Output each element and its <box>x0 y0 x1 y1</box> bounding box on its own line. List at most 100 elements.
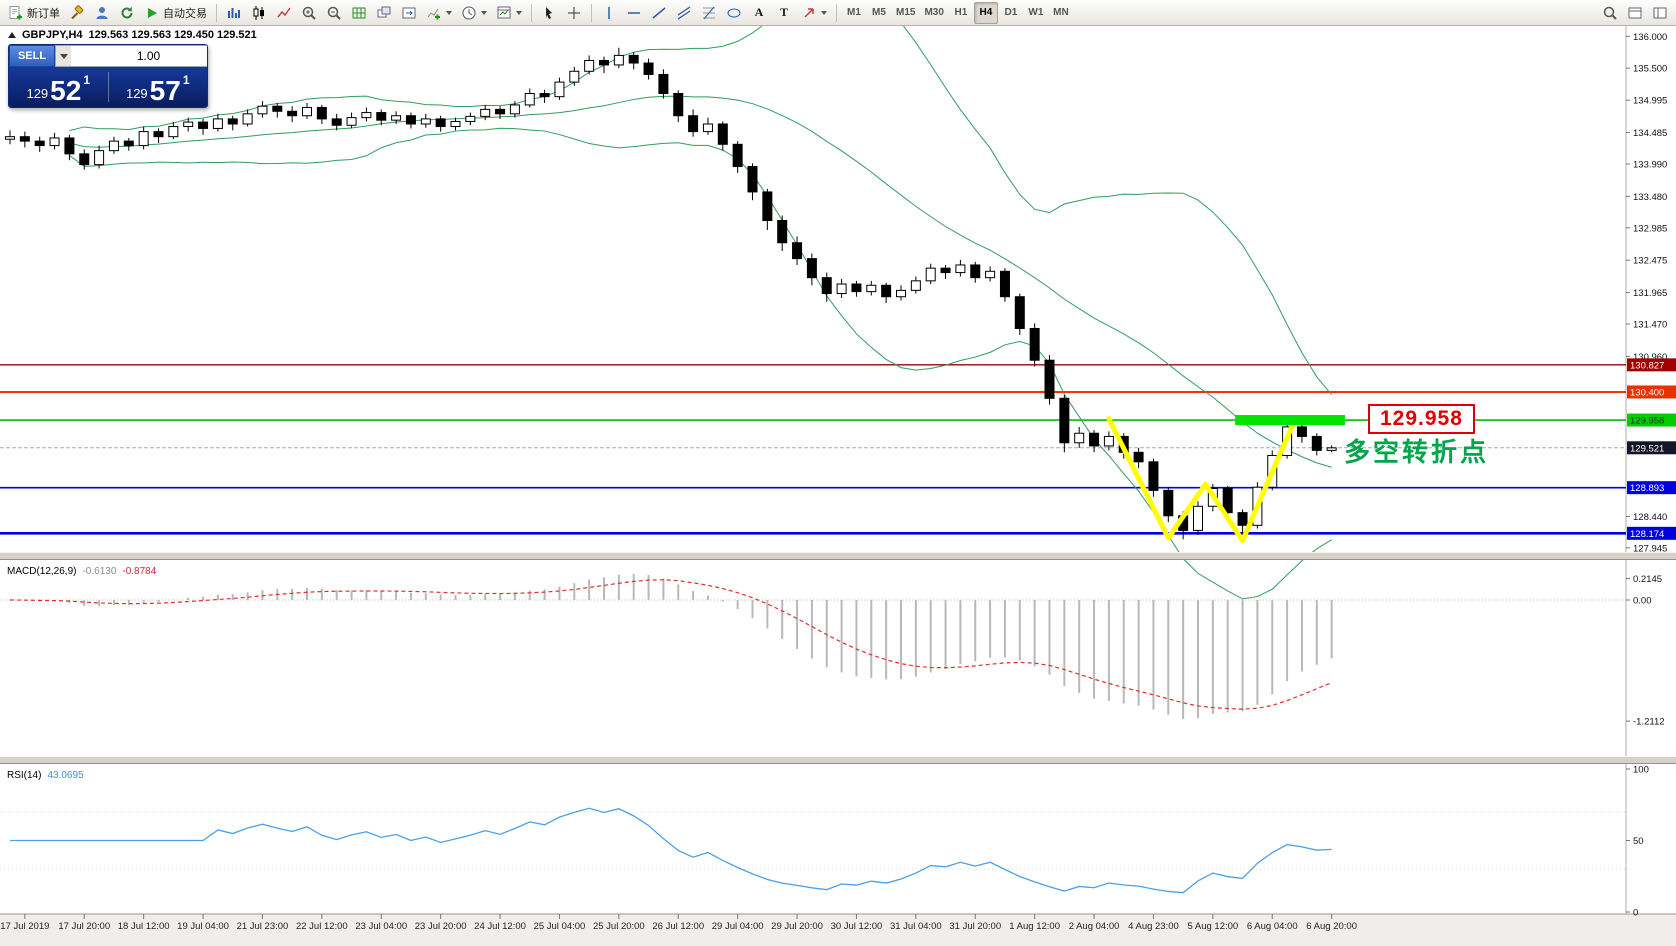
candlestick-chart-button[interactable] <box>247 2 271 24</box>
macd-signal-value: -0.8784 <box>122 566 157 577</box>
svg-text:133.990: 133.990 <box>1633 159 1667 170</box>
chart-shift-button[interactable] <box>397 2 421 24</box>
svg-text:25 Jul 20:00: 25 Jul 20:00 <box>593 921 645 932</box>
rsi-label: RSI(14) 43.0695 <box>7 770 84 781</box>
trade-panel-prices: 129 52 1 129 57 1 <box>9 67 207 107</box>
svg-text:6 Aug 04:00: 6 Aug 04:00 <box>1247 921 1298 932</box>
arrow-objects-icon <box>801 5 817 21</box>
new-order-button[interactable]: 新订单 <box>4 2 64 24</box>
svg-text:17 Jul 2019: 17 Jul 2019 <box>0 921 49 932</box>
channel-button[interactable] <box>672 2 696 24</box>
sell-button[interactable]: SELL <box>9 45 55 67</box>
svg-text:29 Jul 20:00: 29 Jul 20:00 <box>771 921 823 932</box>
zoom-out-button[interactable] <box>322 2 346 24</box>
svg-text:129.958: 129.958 <box>1630 416 1664 427</box>
horizontal-line-button[interactable] <box>622 2 646 24</box>
panel-icon <box>1652 5 1668 21</box>
clock-icon <box>461 5 477 21</box>
timeframe-button-d1[interactable]: D1 <box>999 2 1023 24</box>
svg-text:100: 100 <box>1633 765 1649 776</box>
macd-name: MACD(12,26,9) <box>7 566 77 577</box>
svg-text:0.2145: 0.2145 <box>1633 574 1662 585</box>
svg-text:31 Jul 04:00: 31 Jul 04:00 <box>890 921 942 932</box>
candlestick-chart-icon <box>251 5 267 21</box>
bar-chart-button[interactable] <box>222 2 246 24</box>
text-tool-button[interactable]: A <box>747 2 771 24</box>
turning-point-note[interactable]: 多空转折点 <box>1344 437 1490 467</box>
toolbar-separator <box>591 3 592 22</box>
svg-text:4 Aug 23:00: 4 Aug 23:00 <box>1128 921 1179 932</box>
sell-price-pips: 52 <box>50 75 82 107</box>
search-button[interactable] <box>1598 2 1622 24</box>
shapes-icon <box>726 5 742 21</box>
chart-shift-icon <box>401 5 417 21</box>
autotrading-button[interactable]: 自动交易 <box>140 2 211 24</box>
svg-text:17 Jul 20:00: 17 Jul 20:00 <box>58 921 110 932</box>
accounts-button[interactable] <box>90 2 114 24</box>
crosshair-button[interactable] <box>562 2 586 24</box>
bar-chart-icon <box>226 5 242 21</box>
panels-button[interactable] <box>1648 2 1672 24</box>
new-order-label: 新订单 <box>27 7 60 20</box>
svg-text:-1.2112: -1.2112 <box>1633 717 1665 728</box>
volume-input[interactable] <box>71 46 207 66</box>
templates-button[interactable] <box>492 2 526 24</box>
arrows-button[interactable] <box>797 2 831 24</box>
volume-stepper <box>55 45 207 67</box>
cursor-button[interactable] <box>537 2 561 24</box>
line-chart-button[interactable] <box>272 2 296 24</box>
text-tool-icon: A <box>754 5 764 19</box>
svg-text:25 Jul 04:00: 25 Jul 04:00 <box>534 921 586 932</box>
sell-price-fraction: 1 <box>83 73 91 87</box>
timeframe-button-m15[interactable]: M15 <box>892 2 919 24</box>
crosshair-icon <box>566 5 582 21</box>
volume-decrease-button[interactable] <box>56 46 71 66</box>
timeframe-button-m5[interactable]: M5 <box>867 2 891 24</box>
timeframe-button-mn[interactable]: MN <box>1049 2 1073 24</box>
timeframe-button-m1[interactable]: M1 <box>842 2 866 24</box>
metaeditor-button[interactable] <box>65 2 89 24</box>
fibonacci-button[interactable] <box>697 2 721 24</box>
refresh-button[interactable] <box>115 2 139 24</box>
user-icon <box>94 5 110 21</box>
indicators-button[interactable] <box>422 2 456 24</box>
buy-price-display[interactable]: 129 57 1 <box>109 67 208 107</box>
trendline-button[interactable] <box>647 2 671 24</box>
timeframe-button-h1[interactable]: H1 <box>949 2 973 24</box>
timeframe-button-m30[interactable]: M30 <box>920 2 947 24</box>
toolbar-separator <box>531 3 532 22</box>
toolbar-separator <box>836 3 837 22</box>
svg-text:23 Jul 04:00: 23 Jul 04:00 <box>355 921 407 932</box>
grid-button[interactable] <box>347 2 371 24</box>
chevron-down-icon <box>821 10 827 15</box>
timeframe-button-w1[interactable]: W1 <box>1024 2 1048 24</box>
zoom-in-button[interactable] <box>297 2 321 24</box>
periods-button[interactable] <box>457 2 491 24</box>
svg-text:132.475: 132.475 <box>1633 256 1667 267</box>
workspace-button[interactable] <box>1623 2 1647 24</box>
vertical-line-icon <box>601 5 617 21</box>
cursor-icon <box>541 5 557 21</box>
fibonacci-icon <box>701 5 717 21</box>
svg-text:1 Aug 12:00: 1 Aug 12:00 <box>1009 921 1060 932</box>
autotrading-label: 自动交易 <box>163 7 207 20</box>
sell-price-display[interactable]: 129 52 1 <box>9 67 108 107</box>
channel-icon <box>676 5 692 21</box>
cascade-windows-button[interactable] <box>372 2 396 24</box>
svg-text:136.000: 136.000 <box>1633 32 1667 43</box>
price-level-label[interactable]: 129.958 <box>1368 404 1475 434</box>
svg-text:2 Aug 04:00: 2 Aug 04:00 <box>1069 921 1120 932</box>
hammer-icon <box>69 4 85 21</box>
timeframe-button-h4[interactable]: H4 <box>973 1 998 24</box>
label-tool-button[interactable]: T <box>772 2 796 24</box>
chevron-down-icon <box>516 10 522 15</box>
trade-panel-controls: SELL BUY <box>9 45 207 67</box>
trade-panel-collapse-icon[interactable] <box>8 32 16 38</box>
chart-ohlc: 129.563 129.563 129.450 129.521 <box>88 29 257 41</box>
svg-text:134.485: 134.485 <box>1633 128 1667 139</box>
vertical-line-button[interactable] <box>597 2 621 24</box>
shapes-button[interactable] <box>722 2 746 24</box>
